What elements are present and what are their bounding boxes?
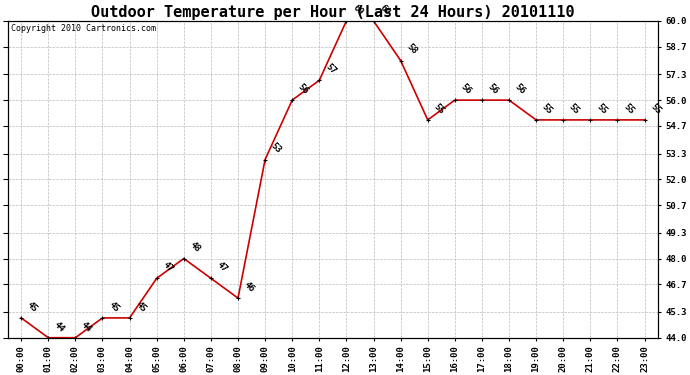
Text: 60: 60 xyxy=(351,3,364,17)
Text: 57: 57 xyxy=(324,62,337,76)
Text: 56: 56 xyxy=(459,82,473,96)
Text: 47: 47 xyxy=(161,260,175,274)
Text: 46: 46 xyxy=(242,280,256,294)
Text: 55: 55 xyxy=(649,102,662,116)
Text: 45: 45 xyxy=(107,300,121,314)
Text: 58: 58 xyxy=(405,42,419,56)
Text: 55: 55 xyxy=(540,102,554,116)
Text: 55: 55 xyxy=(595,102,609,116)
Text: 44: 44 xyxy=(52,320,66,333)
Text: 56: 56 xyxy=(513,82,527,96)
Text: 45: 45 xyxy=(134,300,148,314)
Text: 55: 55 xyxy=(567,102,582,116)
Text: 56: 56 xyxy=(297,82,310,96)
Text: 48: 48 xyxy=(188,240,202,254)
Text: 53: 53 xyxy=(269,141,283,155)
Text: 45: 45 xyxy=(26,300,39,314)
Text: 55: 55 xyxy=(622,102,635,116)
Title: Outdoor Temperature per Hour (Last 24 Hours) 20101110: Outdoor Temperature per Hour (Last 24 Ho… xyxy=(91,5,575,20)
Text: Copyright 2010 Cartronics.com: Copyright 2010 Cartronics.com xyxy=(11,24,156,33)
Text: 60: 60 xyxy=(377,3,392,17)
Text: 56: 56 xyxy=(486,82,500,96)
Text: 47: 47 xyxy=(215,260,229,274)
Text: 55: 55 xyxy=(432,102,446,116)
Text: 44: 44 xyxy=(79,320,94,333)
